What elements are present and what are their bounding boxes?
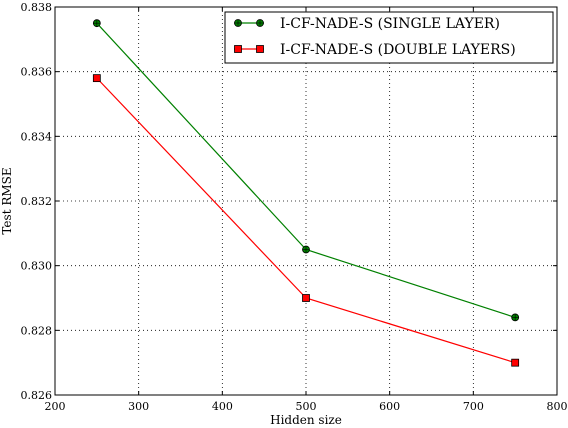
y-axis: 0.826 0.828 0.830 0.832 0.834 0.836 0.838 [21,1,557,402]
data-point [92,74,101,83]
x-tick-label: 200 [45,400,66,413]
plot-frame [54,6,558,396]
y-tick-label: 0.830 [21,260,53,273]
x-tick-label: 800 [547,400,568,413]
legend-label: I-CF-NADE-S (DOUBLE LAYERS) [280,42,516,58]
legend-marker [256,45,264,53]
x-axis-title: Hidden size [270,413,342,427]
y-tick-label: 0.834 [21,130,53,143]
grid [55,7,557,395]
data-point [302,245,310,254]
y-tick-label: 0.828 [21,324,53,337]
data-point [302,294,310,302]
series-group [92,19,520,367]
x-tick-label: 400 [212,400,233,413]
legend-marker [234,19,242,27]
data-point [511,358,520,367]
series-2 [92,74,520,367]
y-tick-label: 0.832 [21,195,53,208]
y-axis-title: Test RMSE [0,167,14,234]
legend-marker [256,19,264,27]
y-tick-label: 0.826 [21,389,53,402]
legend-label: I-CF-NADE-S (SINGLE LAYER) [280,16,500,32]
legend-box [224,11,554,64]
series-1 [92,19,520,322]
y-tick-label: 0.838 [21,1,53,14]
x-tick-label: 700 [463,400,484,413]
data-point [92,19,101,28]
y-tick-label: 0.836 [21,66,53,79]
x-tick-label: 600 [379,400,400,413]
x-tick-label: 500 [296,400,317,413]
x-tick-label: 300 [128,400,149,413]
legend-marker [234,45,242,53]
legend: I-CF-NADE-S (SINGLE LAYER) I-CF-NADE-S (D… [224,11,554,64]
data-point [511,313,520,322]
x-axis: 200 300 400 500 600 700 800 [45,7,568,413]
